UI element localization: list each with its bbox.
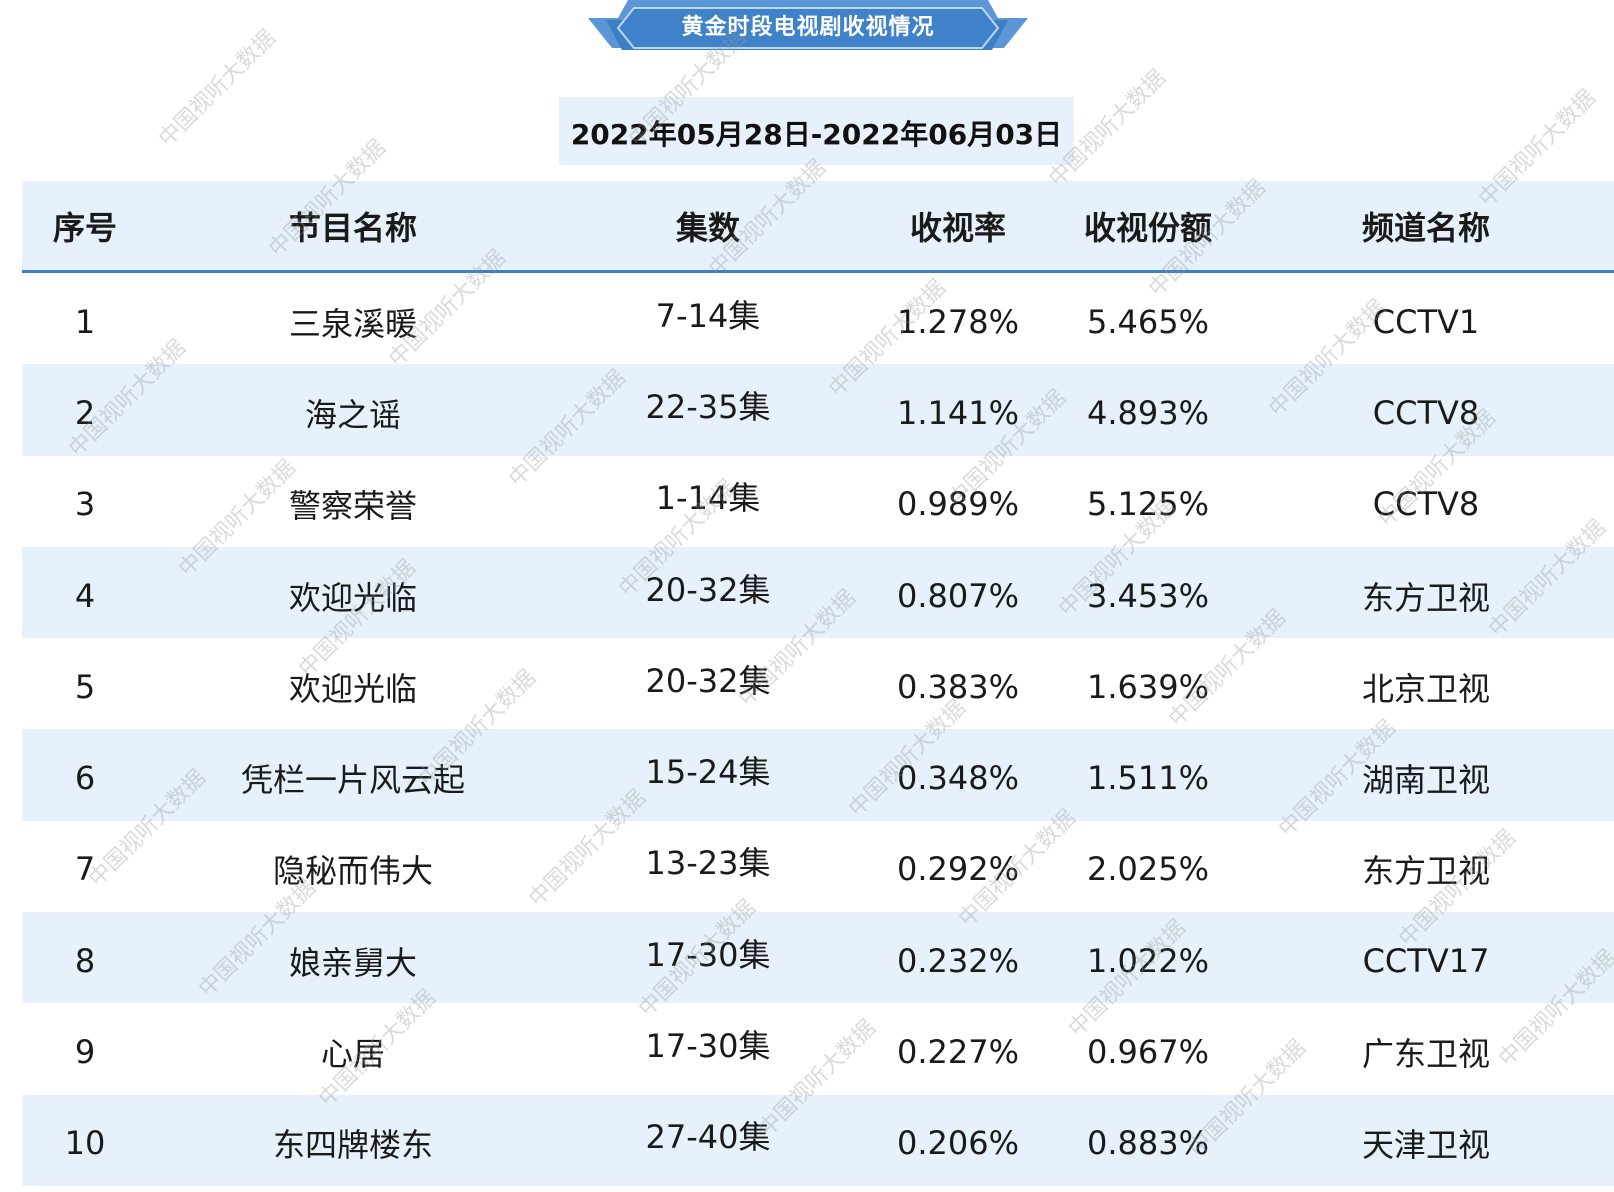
table-row: 1 三泉溪暖 7-14集 1.278% 5.465% CCTV1	[22, 273, 1614, 364]
row-no: 7	[74, 850, 96, 889]
date-range: 2022年05月28日-2022年06月03日	[559, 97, 1074, 165]
row-no: 1	[74, 302, 96, 341]
row-share: 0.967%	[1086, 1033, 1209, 1072]
table-row: 3 警察荣誉 1-14集 0.989% 5.125% CCTV8	[22, 456, 1614, 547]
row-channel: 北京卫视	[1361, 669, 1490, 708]
title-banner: 黄金时段电视剧收视情况	[588, 0, 1028, 56]
table-row: 8 娘亲舅大 17-30集 0.232% 1.022% CCTV17	[22, 912, 1614, 1004]
row-name: 隐秘而伟大	[272, 852, 433, 891]
row-share: 2.025%	[1086, 850, 1209, 889]
row-rating: 1.141%	[896, 393, 1019, 432]
table-row: 7 隐秘而伟大 13-23集 0.292% 2.025% 东方卫视	[22, 821, 1614, 912]
row-channel: 东方卫视	[1361, 578, 1490, 617]
row-episodes: 17-30集	[645, 935, 771, 974]
table-row: 9 心居 17-30集 0.227% 0.967% 广东卫视	[22, 1003, 1614, 1094]
row-channel: 天津卫视	[1361, 1126, 1490, 1165]
row-episodes: 20-32集	[645, 570, 771, 609]
row-share: 1.022%	[1086, 941, 1209, 980]
row-channel: 湖南卫视	[1361, 761, 1490, 800]
header-share: 收视份额	[1083, 208, 1212, 247]
row-rating: 1.278%	[896, 302, 1019, 341]
row-name: 东四牌楼东	[272, 1126, 433, 1165]
row-rating: 0.232%	[896, 941, 1019, 980]
row-no: 8	[74, 941, 96, 980]
table-row: 2 海之谣 22-35集 1.141% 4.893% CCTV8	[22, 364, 1614, 456]
row-channel: CCTV8	[1372, 485, 1480, 524]
row-rating: 0.206%	[896, 1124, 1019, 1163]
row-share: 3.453%	[1086, 576, 1209, 615]
row-episodes: 22-35集	[645, 387, 771, 426]
row-name: 三泉溪暖	[288, 304, 417, 343]
table-row: 6 凭栏一片风云起 15-24集 0.348% 1.511% 湖南卫视	[22, 729, 1614, 821]
row-rating: 0.348%	[896, 759, 1019, 798]
table-header: 序号 节目名称 集数 收视率 收视份额 频道名称	[22, 181, 1614, 273]
row-rating: 0.989%	[896, 485, 1019, 524]
row-channel: CCTV1	[1372, 302, 1480, 341]
table-row: 4 欢迎光临 20-32集 0.807% 3.453% 东方卫视	[22, 546, 1614, 639]
watermark: 中国视听大数据	[154, 25, 281, 152]
row-channel: 东方卫视	[1361, 852, 1490, 891]
banner-shape	[588, 0, 1028, 50]
row-rating: 0.227%	[896, 1033, 1019, 1072]
row-no: 6	[74, 759, 96, 798]
row-name: 警察荣誉	[288, 487, 417, 526]
row-channel: CCTV8	[1372, 393, 1480, 432]
row-rating: 0.292%	[896, 850, 1019, 889]
table-row: 10 东四牌楼东 27-40集 0.206% 0.883% 天津卫视	[22, 1094, 1614, 1186]
header-rating: 收视率	[909, 208, 1006, 247]
row-name: 海之谣	[304, 395, 401, 434]
row-episodes: 13-23集	[645, 844, 771, 883]
banner-title: 黄金时段电视剧收视情况	[681, 15, 935, 40]
header-name: 节目名称	[288, 208, 417, 247]
header-no: 序号	[52, 208, 117, 247]
row-episodes: 1-14集	[655, 479, 761, 518]
row-share: 4.893%	[1086, 393, 1209, 432]
row-share: 1.511%	[1086, 759, 1209, 798]
row-rating: 0.807%	[896, 576, 1019, 615]
row-share: 5.125%	[1086, 485, 1209, 524]
row-share: 0.883%	[1086, 1124, 1209, 1163]
row-no: 10	[64, 1124, 106, 1163]
row-name: 欢迎光临	[288, 578, 417, 617]
table-row: 5 欢迎光临 20-32集 0.383% 1.639% 北京卫视	[22, 638, 1614, 729]
row-no: 3	[74, 485, 96, 524]
row-episodes: 17-30集	[645, 1027, 771, 1066]
row-name: 欢迎光临	[288, 669, 417, 708]
row-rating: 0.383%	[896, 667, 1019, 706]
row-episodes: 27-40集	[645, 1118, 771, 1157]
header-episodes: 集数	[675, 208, 740, 247]
row-no: 4	[74, 576, 96, 615]
row-episodes: 7-14集	[655, 296, 761, 335]
row-name: 心居	[320, 1035, 385, 1074]
row-name: 娘亲舅大	[288, 943, 417, 982]
row-channel: CCTV17	[1362, 941, 1490, 980]
row-no: 5	[74, 667, 96, 706]
header-channel: 频道名称	[1361, 208, 1490, 247]
row-share: 5.465%	[1086, 302, 1209, 341]
row-episodes: 15-24集	[645, 753, 771, 792]
row-episodes: 20-32集	[645, 661, 771, 700]
row-channel: 广东卫视	[1361, 1035, 1490, 1074]
row-no: 2	[74, 393, 96, 432]
row-name: 凭栏一片风云起	[240, 761, 465, 800]
ratings-table: 序号 节目名称 集数 收视率 收视份额 频道名称 1 三泉溪暖 7-14集 1.…	[22, 181, 1614, 1186]
row-no: 9	[74, 1033, 96, 1072]
row-share: 1.639%	[1086, 667, 1209, 706]
